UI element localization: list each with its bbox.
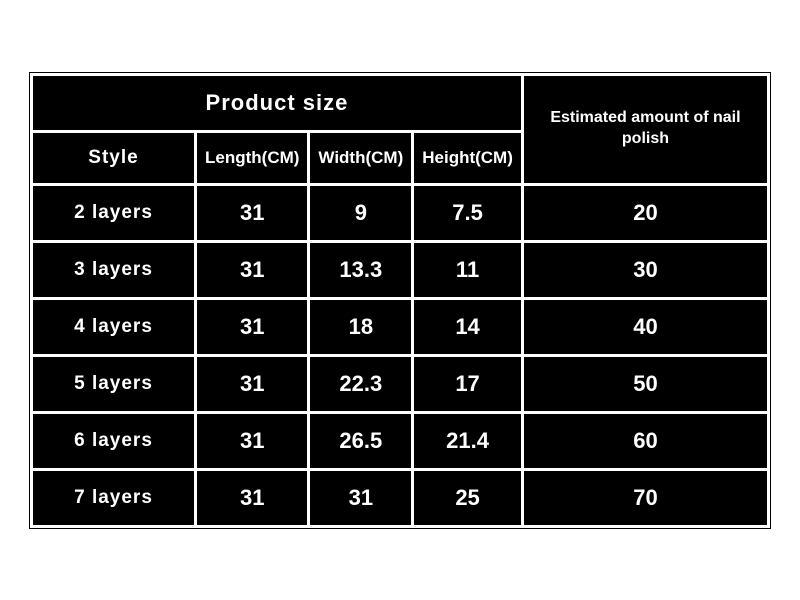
cell-est: 50: [522, 355, 768, 412]
cell-length: 31: [196, 298, 309, 355]
table-row: 4 layers 31 18 14 40: [32, 298, 769, 355]
table-row: 6 layers 31 26.5 21.4 60: [32, 412, 769, 469]
cell-length: 31: [196, 355, 309, 412]
cell-length: 31: [196, 469, 309, 526]
header-estimated-amount: Estimated amount of nail polish: [522, 74, 768, 184]
cell-width: 31: [309, 469, 413, 526]
header-row-1: Product size Estimated amount of nail po…: [32, 74, 769, 131]
cell-est: 20: [522, 184, 768, 241]
cell-height: 14: [413, 298, 523, 355]
cell-style: 3 layers: [32, 241, 196, 298]
cell-length: 31: [196, 241, 309, 298]
product-size-table: Product size Estimated amount of nail po…: [30, 73, 770, 528]
table-row: 5 layers 31 22.3 17 50: [32, 355, 769, 412]
cell-height: 7.5: [413, 184, 523, 241]
cell-width: 13.3: [309, 241, 413, 298]
cell-style: 4 layers: [32, 298, 196, 355]
col-height: Height(CM): [413, 131, 523, 184]
cell-height: 11: [413, 241, 523, 298]
table-row: 3 layers 31 13.3 11 30: [32, 241, 769, 298]
cell-height: 25: [413, 469, 523, 526]
cell-style: 6 layers: [32, 412, 196, 469]
cell-width: 9: [309, 184, 413, 241]
cell-est: 30: [522, 241, 768, 298]
table-container: Product size Estimated amount of nail po…: [29, 72, 771, 529]
cell-length: 31: [196, 412, 309, 469]
cell-width: 22.3: [309, 355, 413, 412]
cell-height: 21.4: [413, 412, 523, 469]
col-width: Width(CM): [309, 131, 413, 184]
col-style: Style: [32, 131, 196, 184]
cell-style: 7 layers: [32, 469, 196, 526]
cell-est: 70: [522, 469, 768, 526]
table-row: 7 layers 31 31 25 70: [32, 469, 769, 526]
header-product-size: Product size: [32, 74, 523, 131]
cell-length: 31: [196, 184, 309, 241]
cell-est: 40: [522, 298, 768, 355]
cell-est: 60: [522, 412, 768, 469]
cell-height: 17: [413, 355, 523, 412]
col-length: Length(CM): [196, 131, 309, 184]
table-row: 2 layers 31 9 7.5 20: [32, 184, 769, 241]
cell-width: 26.5: [309, 412, 413, 469]
cell-style: 5 layers: [32, 355, 196, 412]
cell-width: 18: [309, 298, 413, 355]
cell-style: 2 layers: [32, 184, 196, 241]
